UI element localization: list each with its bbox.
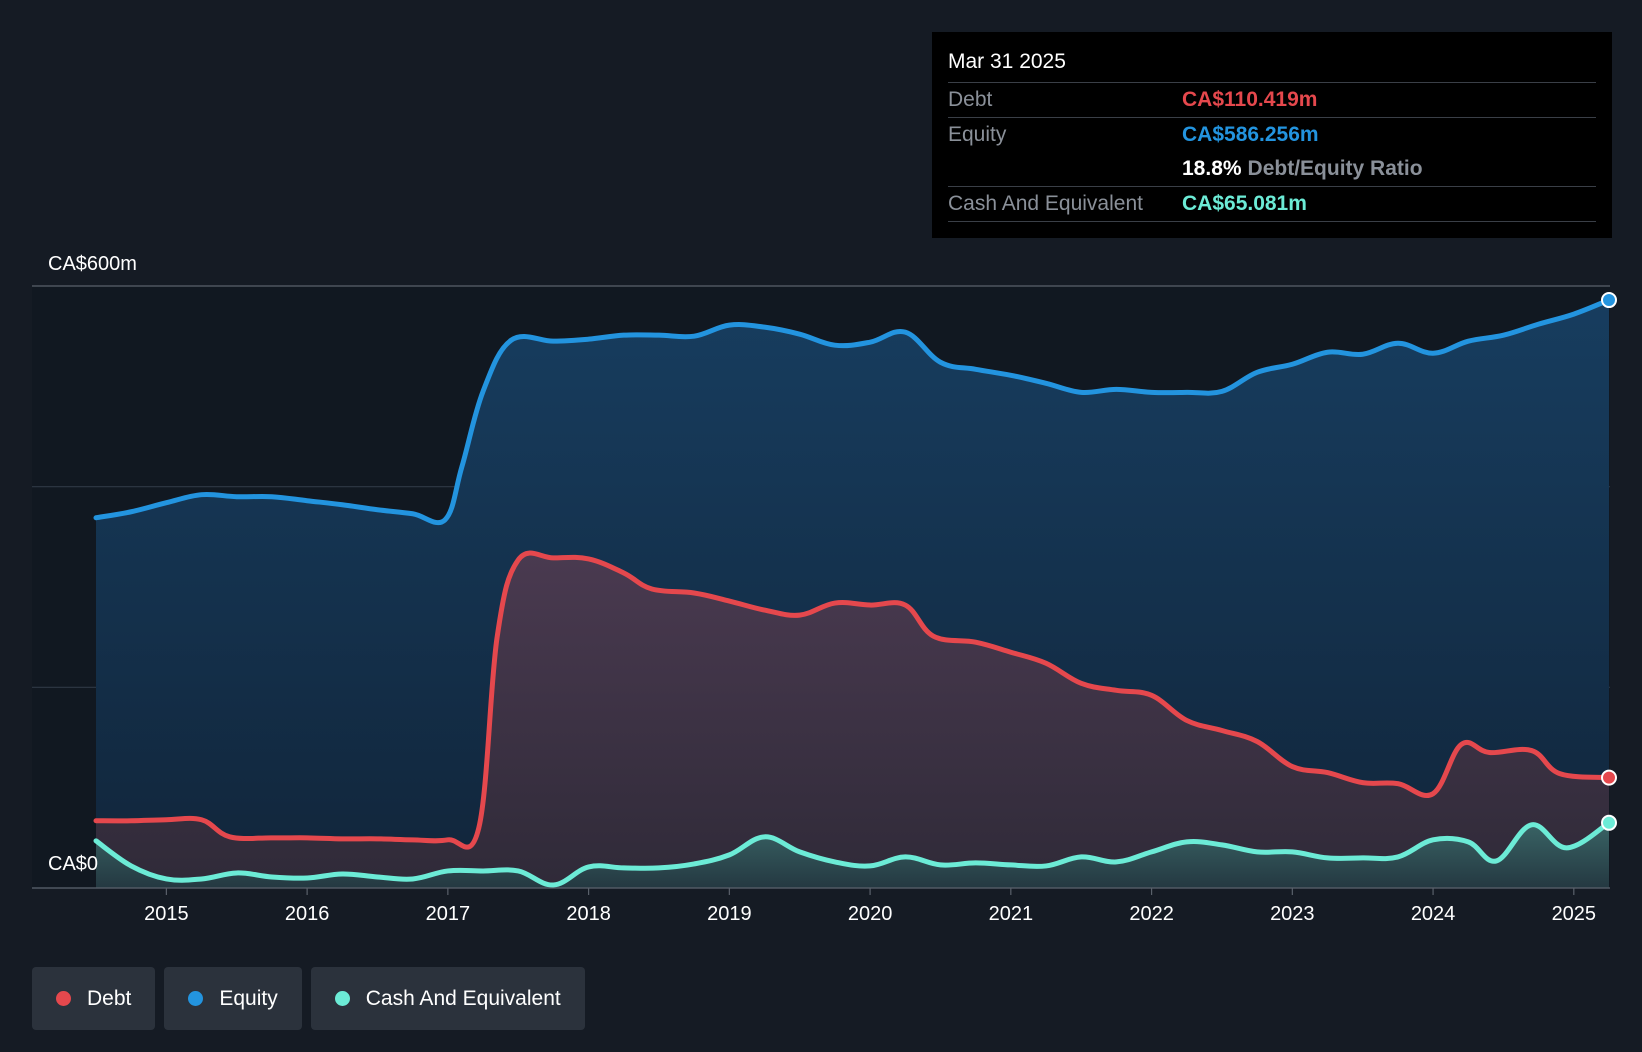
debt-area [96, 553, 1609, 888]
equity-end-point [1601, 292, 1617, 309]
tooltip-row-ratio: 18.8% Debt/Equity Ratio [948, 152, 1596, 187]
tooltip-label: Equity [948, 123, 1007, 146]
x-tick-label: 2017 [426, 903, 471, 925]
legend-label: Cash And Equivalent [365, 986, 561, 1010]
tooltip-value: CA$586.256m [1182, 123, 1319, 146]
x-tick-label: 2021 [989, 903, 1034, 925]
tooltip-panel: Mar 31 2025 Debt CA$110.419m Equity CA$5… [932, 32, 1612, 238]
x-tick-label: 2022 [1129, 903, 1174, 925]
x-tick-label: 2025 [1552, 903, 1597, 925]
tooltip-value: CA$110.419m [1182, 88, 1318, 111]
legend-label: Debt [87, 986, 132, 1010]
legend: Debt Equity Cash And Equivalent [32, 967, 585, 1030]
x-axis: 2015 2016 2017 2018 2019 2020 2021 2022 2023 2024… [32, 887, 1610, 925]
x-tick-label: 2024 [1411, 903, 1456, 925]
legend-item-debt[interactable]: Debt [32, 967, 156, 1030]
legend-label: Equity [219, 986, 278, 1010]
end-markers [1601, 292, 1617, 831]
debt-line [93, 550, 1612, 850]
x-tick-label: 2016 [285, 903, 330, 925]
x-tick-label: 2019 [707, 903, 752, 925]
equity-line [93, 297, 1612, 526]
tooltip-row-equity: Equity CA$586.256m [948, 118, 1596, 152]
tooltip-value: 18.8% [1182, 157, 1242, 180]
tooltip-label [948, 152, 1182, 186]
x-tick-label: 2023 [1270, 903, 1315, 925]
y-bottom-label: CA$0 [48, 853, 98, 875]
tooltip-value: CA$65.081m [1182, 192, 1307, 215]
tooltip-ratio-label: Debt/Equity Ratio [1247, 157, 1423, 180]
tooltip-label: Debt [948, 88, 993, 111]
debt-end-point [1601, 769, 1617, 786]
tooltip-row-cash: Cash And Equivalent CA$65.081m [948, 187, 1596, 222]
cash-end-point [1601, 814, 1617, 831]
legend-item-cash[interactable]: Cash And Equivalent [310, 967, 585, 1030]
legend-item-equity[interactable]: Equity [164, 967, 302, 1030]
x-tick-label: 2018 [566, 903, 611, 925]
dot-icon [188, 991, 204, 1006]
cash-line [93, 820, 1612, 888]
tooltip-date: Mar 31 2025 [948, 46, 1596, 83]
tooltip-row-debt: Debt CA$110.419m [948, 83, 1596, 118]
tooltip-label: Cash And Equivalent [948, 192, 1143, 215]
y-top-label: CA$600m [48, 253, 137, 275]
x-tick-label: 2020 [848, 903, 893, 925]
x-tick-label: 2015 [144, 903, 189, 925]
dot-icon [56, 991, 71, 1006]
dot-icon [334, 991, 350, 1006]
series-lines [93, 297, 1612, 888]
